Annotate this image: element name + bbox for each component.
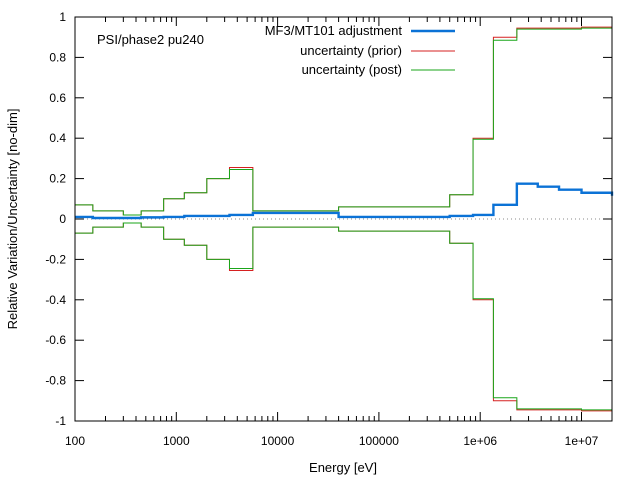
series-line-uncertainty-prior-negative [75,222,612,412]
chart-annotation: PSI/phase2 pu240 [97,32,204,47]
legend: MF3/MT101 adjustment uncertainty (prior) u… [265,23,455,77]
series-line-mf3-mt101-adjustment [75,182,614,220]
y-axis-label: Relative Variation/Uncertainty [no-dim] [5,109,20,330]
legend-label: uncertainty (prior) [300,43,402,58]
y-tick-label: -0.4 [45,293,66,307]
legend-label: MF3/MT101 adjustment [265,23,403,38]
y-tick-label: -0.6 [45,333,66,347]
ticks-group: 100 1000 10000 100000 1e+06 1e+07 1 0.8 0.6 0.4 0.… [45,10,612,448]
x-axis-label: Energy [eV] [309,460,377,475]
x-tick-label: 100 [65,434,85,448]
x-tick-label: 10000 [261,434,295,448]
y-tick-label: -0.2 [45,252,66,266]
y-tick-label: 0.8 [49,50,66,64]
y-tick-label: 1 [59,10,66,24]
y-tick-label: 0.4 [49,131,66,145]
legend-label: uncertainty (post) [302,62,402,77]
series-line-uncertainty-post [75,27,612,216]
x-tick-label: 1e+07 [565,434,599,448]
x-tick-label: 100000 [359,434,399,448]
y-tick-label: 0 [59,212,66,226]
y-tick-label: -1 [55,414,66,428]
series-line-uncertainty-post-negative [75,222,612,411]
series-group [75,26,614,412]
y-tick-label: -0.8 [45,374,66,388]
x-tick-label: 1000 [163,434,190,448]
y-tick-label: 0.6 [49,91,66,105]
x-tick-label: 1e+06 [463,434,497,448]
y-tick-label: 0.2 [49,172,66,186]
